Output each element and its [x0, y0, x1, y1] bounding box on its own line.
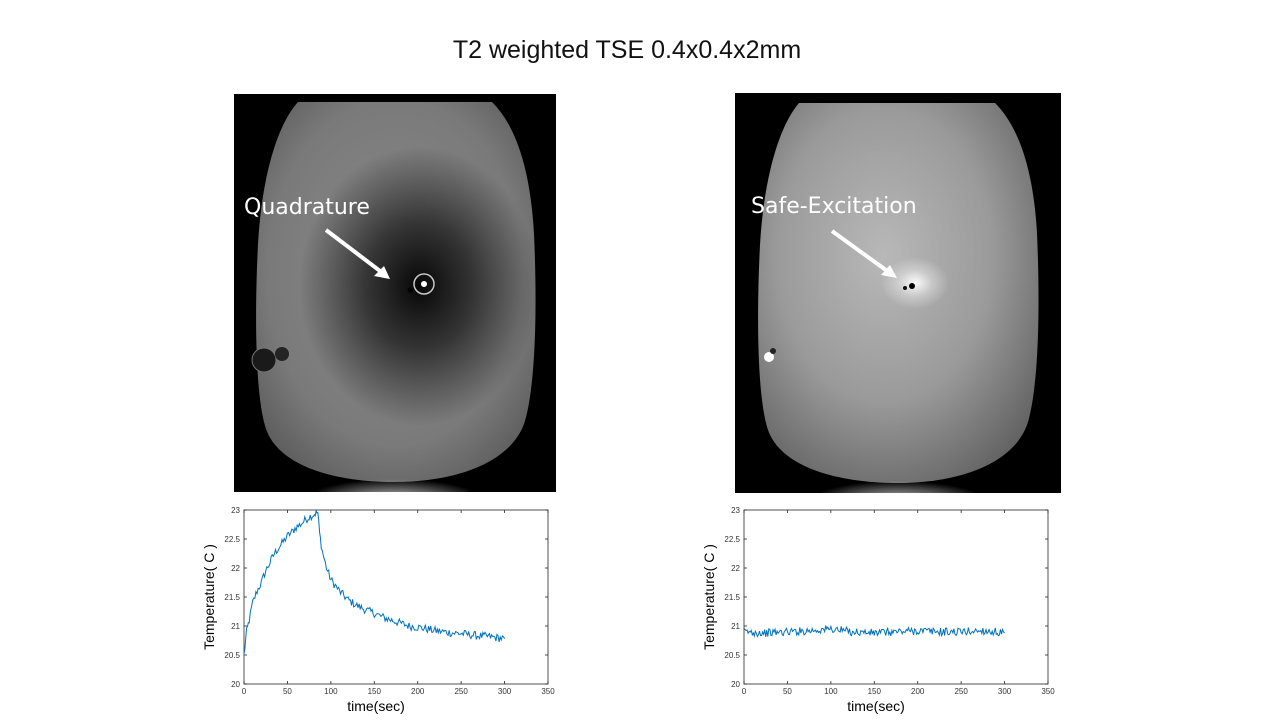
x-tick-label: 50: [283, 687, 292, 696]
temperature-chart-safe-excitation: 0 50 100 150 200 250 300 350 20 20.5 21 21.5 22 22.5 2…: [700, 500, 1060, 720]
y-tick-label: 20: [731, 680, 740, 689]
y-tick-label: 21.5: [724, 593, 740, 602]
series-line-safe-excitation: [743, 624, 1005, 638]
label-quadrature: Quadrature: [244, 195, 370, 220]
x-tick-label: 300: [998, 687, 1012, 696]
y-tick-label: 22.5: [724, 535, 740, 544]
x-tick-label: 100: [324, 687, 338, 696]
y-tick-label: 20.5: [224, 651, 240, 660]
series-line-quadrature: [243, 510, 506, 654]
y-axis-label: Temperature( C ): [701, 544, 717, 650]
x-tick-label: 100: [824, 687, 838, 696]
x-tick-label: 0: [742, 687, 747, 696]
y-tick-label: 22.5: [224, 535, 240, 544]
y-tick-label: 23: [731, 506, 740, 515]
slide-title: T2 weighted TSE 0.4x0.4x2mm: [452, 36, 802, 64]
x-tick-label: 200: [911, 687, 925, 696]
y-tick-label: 23: [231, 506, 240, 515]
label-safe-excitation: Safe-Excitation: [751, 194, 917, 219]
y-tick-label: 21.5: [224, 593, 240, 602]
mri-image-quadrature: Quadrature: [234, 94, 556, 492]
x-tick-label: 150: [868, 687, 882, 696]
x-tick-label: 150: [368, 687, 382, 696]
plot-area: [743, 509, 1049, 685]
y-tick-label: 20.5: [724, 651, 740, 660]
y-tick-label: 21: [231, 622, 240, 631]
y-tick-label: 22: [231, 564, 240, 573]
x-tick-label: 350: [1041, 687, 1055, 696]
mri-image-safe-excitation: Safe-Excitation: [735, 93, 1061, 493]
x-tick-label: 350: [541, 687, 555, 696]
x-axis-label: time(sec): [347, 698, 405, 714]
mri-scan-quadrature: [251, 102, 539, 492]
y-tick-label: 22: [731, 564, 740, 573]
y-axis-label: Temperature( C ): [201, 544, 217, 650]
x-tick-label: 250: [454, 687, 468, 696]
x-tick-label: 200: [411, 687, 425, 696]
x-tick-label: 0: [242, 687, 247, 696]
y-tick-label: 21: [731, 622, 740, 631]
x-tick-label: 300: [498, 687, 512, 696]
x-tick-label: 50: [783, 687, 792, 696]
x-axis-label: time(sec): [847, 698, 905, 714]
mri-scan-safe-excitation: [758, 103, 1039, 493]
x-tick-label: 250: [954, 687, 968, 696]
temperature-chart-quadrature: 0 50 100 150 200 250 300 350 20 20.5 21 21.5 22 22.5 2…: [200, 500, 560, 720]
y-tick-label: 20: [231, 680, 240, 689]
